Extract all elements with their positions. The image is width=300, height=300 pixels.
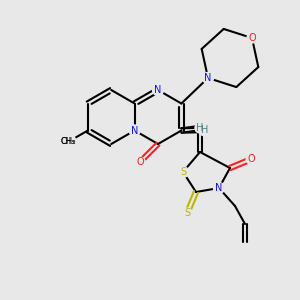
Circle shape (152, 85, 164, 95)
Circle shape (199, 124, 211, 136)
Circle shape (246, 154, 256, 164)
Text: O: O (136, 157, 144, 167)
Text: N: N (204, 73, 212, 83)
Text: H: H (196, 123, 204, 133)
Text: N: N (154, 85, 162, 95)
Text: O: O (248, 33, 256, 43)
Text: O: O (248, 154, 255, 164)
Text: N: N (215, 183, 223, 193)
Circle shape (135, 157, 145, 167)
Text: S: S (184, 208, 190, 218)
Circle shape (182, 208, 192, 218)
Circle shape (61, 135, 75, 149)
Text: N: N (131, 125, 138, 136)
Circle shape (202, 73, 214, 83)
Circle shape (247, 33, 257, 43)
Circle shape (195, 123, 205, 133)
Text: CH₃: CH₃ (60, 137, 76, 146)
Text: CH₃: CH₃ (61, 137, 75, 146)
Text: S: S (180, 167, 186, 177)
Circle shape (214, 182, 224, 194)
Text: H: H (201, 125, 209, 135)
Circle shape (129, 125, 140, 136)
Circle shape (60, 134, 76, 150)
Circle shape (178, 167, 188, 178)
